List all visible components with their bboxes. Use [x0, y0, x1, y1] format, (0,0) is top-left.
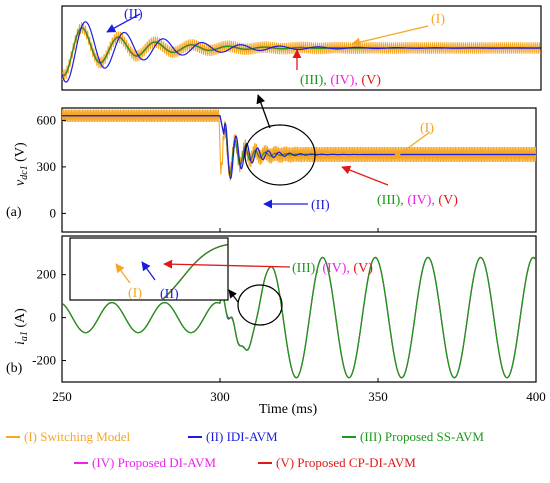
legend-item: (IV) Proposed DI-AVM	[74, 455, 216, 470]
legend-item: (II) IDI-AVM	[188, 429, 278, 444]
series-ii-idi-avm	[62, 115, 536, 180]
panel-a-tag: (a)	[6, 205, 22, 220]
panel-b-label-iii-iv-v: (III), (IV), (V)	[292, 261, 373, 276]
panel-b-arrow-i	[115, 263, 131, 284]
series-iii-ss-avm-current	[62, 256, 536, 379]
zoom-arrow-ii	[106, 13, 141, 33]
panel-b-y-ticks: -200 0 200	[32, 267, 66, 368]
panel-b-label-i: (I)	[128, 286, 142, 301]
panel-b-ylabel: ia1 (A)	[13, 308, 30, 345]
legend-item: (I) Switching Model	[6, 429, 131, 444]
panel-a: 0 300 600 (I) (II) (III), (IV), (V) vdc1 (…	[6, 94, 537, 233]
panel-b-label-ii: (II)	[160, 287, 179, 302]
panel-b-inset-series	[161, 244, 228, 300]
x-tick-label: 300	[210, 389, 230, 404]
panel-a-zoom-arrow	[256, 94, 271, 129]
legend-item: (III) Proposed SS-AVM	[342, 429, 484, 444]
panel-b-arrow-ii	[141, 261, 156, 281]
legend-label: (I) Switching Model	[24, 429, 131, 444]
panel-b-y-tick-label: 0	[50, 310, 57, 325]
panel-a-arrow-v	[341, 165, 389, 186]
panel-b-y-tick-label: -200	[32, 353, 56, 368]
series-i-switching-model	[62, 109, 536, 181]
panel-b-arrow-v	[163, 259, 291, 269]
x-tick-label: 400	[526, 389, 546, 404]
legend-label: (V) Proposed CP-DI-AVM	[276, 455, 416, 470]
panel-a-ylabel: vdc1 (V)	[13, 142, 30, 186]
panel-a-label-ii: (II)	[311, 198, 330, 213]
panel-a-label-iii-iv-v: (III), (IV), (V)	[377, 193, 458, 208]
inset-series-iii	[161, 244, 228, 300]
legend-label: (II) IDI-AVM	[206, 429, 278, 444]
legend-label: (IV) Proposed DI-AVM	[92, 455, 216, 470]
panel-a-arrow-i	[392, 131, 431, 160]
panel-b-tag: (b)	[6, 361, 23, 376]
zoom-arrow-i	[351, 25, 429, 47]
zoom-label-ii: (II)	[124, 7, 143, 22]
zoom-series-i	[62, 22, 541, 82]
panel-a-label-i: (I)	[420, 121, 434, 136]
legend-label: (III) Proposed SS-AVM	[360, 429, 484, 444]
panel-b-zoom-arrow	[228, 289, 239, 303]
x-axis-ticks: 250 300 350 400	[52, 228, 546, 404]
panel-a-y-tick-label: 0	[50, 205, 57, 220]
panel-a-y-ticks: 0 300 600	[37, 112, 66, 220]
panel-b-inset-frame	[69, 237, 229, 301]
panel-a-y-tick-label: 600	[37, 112, 57, 127]
panel-b: -200 0 200 (I) (II) (III), (IV), (V) ia1 (…	[6, 235, 537, 383]
panel-a-series	[62, 109, 536, 181]
panel-a-frame	[61, 107, 537, 233]
panel-b-zoom-ellipse	[237, 284, 283, 326]
zoom-label-iii-iv-v: (III), (IV), (V)	[300, 73, 381, 88]
legend: (I) Switching Model (II) IDI-AVM (III) Pro…	[6, 429, 484, 470]
panel-a-y-tick-label: 300	[37, 159, 57, 174]
zoom-panel: (II) (I) (III), (IV), (V)	[61, 5, 542, 91]
panel-b-series	[62, 256, 536, 379]
panel-b-y-tick-label: 200	[37, 267, 57, 282]
legend-item: (V) Proposed CP-DI-AVM	[258, 455, 416, 470]
x-tick-label: 250	[52, 389, 72, 404]
zoom-label-i: (I)	[431, 12, 445, 27]
x-tick-label: 350	[368, 389, 388, 404]
x-axis-label: Time (ms)	[259, 402, 318, 417]
panel-a-zoom-ellipse	[244, 124, 316, 186]
